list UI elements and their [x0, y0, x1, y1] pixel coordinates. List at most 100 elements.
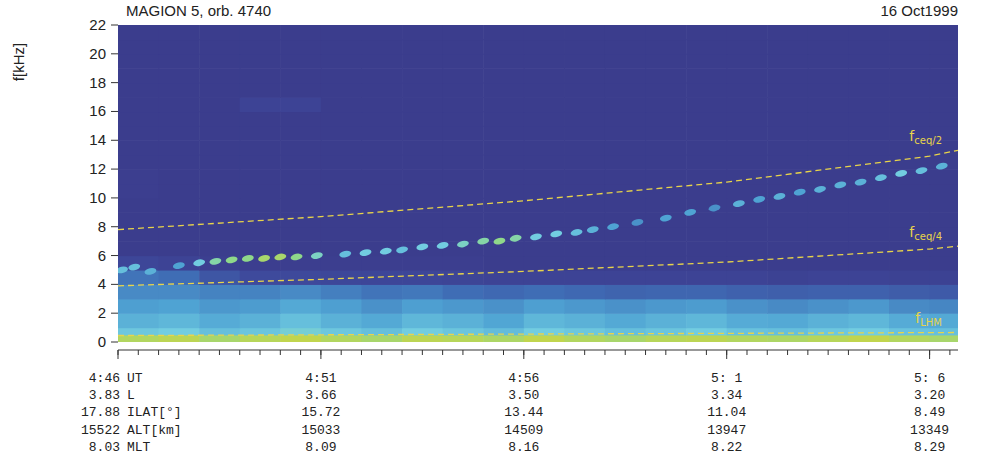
- cell: [402, 270, 443, 285]
- cell: [686, 241, 727, 256]
- cell: [646, 155, 687, 170]
- cell: [727, 25, 768, 40]
- cell: [118, 299, 159, 314]
- cell: [280, 39, 321, 54]
- cell: [524, 241, 565, 256]
- ephemeris-value: 8.09: [305, 440, 336, 455]
- y-tick-label: 14: [89, 131, 106, 148]
- cell: [321, 83, 362, 98]
- cell: [767, 299, 808, 314]
- cell: [930, 68, 958, 83]
- ephemeris-name: MLT: [127, 440, 151, 455]
- frequency-line: [118, 332, 958, 335]
- cell: [199, 184, 240, 199]
- x-minor-tick: [219, 350, 220, 355]
- cell: [118, 284, 159, 299]
- cell: [443, 83, 484, 98]
- cell: [727, 68, 768, 83]
- y-tick: [111, 82, 118, 83]
- cell: [361, 198, 402, 213]
- cell: [443, 126, 484, 141]
- cell: [280, 198, 321, 213]
- cell: [321, 111, 362, 126]
- y-tick-label: 8: [98, 218, 106, 235]
- cell: [524, 68, 565, 83]
- cell: [930, 39, 958, 54]
- cell: [889, 328, 930, 336]
- cell: [443, 39, 484, 54]
- emission-element: [144, 267, 157, 276]
- cell: [361, 227, 402, 242]
- cell: [808, 68, 849, 83]
- ephemeris-value: 14509: [504, 423, 543, 438]
- ephemeris-name: L: [127, 388, 135, 403]
- cell: [321, 54, 362, 69]
- cell: [199, 68, 240, 83]
- cell: [402, 284, 443, 299]
- cell: [199, 111, 240, 126]
- cell: [483, 25, 524, 40]
- x-minor-tick: [422, 350, 423, 355]
- cell: [524, 169, 565, 184]
- cell: [321, 313, 362, 328]
- cell: [524, 256, 565, 271]
- cell: [930, 25, 958, 40]
- y-tick-label: 6: [98, 247, 106, 264]
- emission-element: [550, 230, 563, 239]
- ephemeris-value: 3.34: [711, 388, 742, 403]
- cell: [767, 241, 808, 256]
- cell: [564, 54, 605, 69]
- cell: [848, 140, 889, 155]
- ephemeris-value: 8.22: [711, 440, 742, 455]
- cell: [280, 284, 321, 299]
- cell: [605, 335, 646, 342]
- cell: [686, 299, 727, 314]
- cell: [361, 155, 402, 170]
- cell: [930, 270, 958, 285]
- cell: [321, 299, 362, 314]
- x-minor-tick: [178, 350, 179, 355]
- cell: [118, 169, 159, 184]
- cell: [727, 335, 768, 342]
- cell: [889, 256, 930, 271]
- cell: [605, 155, 646, 170]
- cell: [686, 39, 727, 54]
- line-label: fceq/2: [909, 128, 942, 146]
- cell: [280, 68, 321, 83]
- cell: [646, 39, 687, 54]
- cell: [564, 83, 605, 98]
- cell: [889, 39, 930, 54]
- cell: [767, 198, 808, 213]
- x-major-tick: [726, 350, 727, 359]
- cell: [930, 284, 958, 299]
- emission-element: [225, 255, 238, 264]
- cell: [159, 328, 200, 336]
- cell: [605, 270, 646, 285]
- cell: [930, 54, 958, 69]
- cell: [727, 54, 768, 69]
- x-minor-tick: [645, 350, 646, 355]
- cell: [605, 25, 646, 40]
- cell: [808, 97, 849, 112]
- cell: [321, 155, 362, 170]
- cell: [118, 140, 159, 155]
- cell: [646, 54, 687, 69]
- cell: [199, 39, 240, 54]
- cell: [159, 25, 200, 40]
- cell: [443, 256, 484, 271]
- cell: [727, 313, 768, 328]
- cell: [564, 241, 605, 256]
- y-tick: [111, 169, 118, 170]
- x-minor-tick: [767, 350, 768, 355]
- cell: [402, 198, 443, 213]
- ephemeris-value: 13947: [707, 423, 746, 438]
- cell: [889, 198, 930, 213]
- cell: [646, 299, 687, 314]
- cell: [321, 126, 362, 141]
- cell: [727, 227, 768, 242]
- emission-element: [607, 222, 620, 231]
- cell: [930, 212, 958, 227]
- cell: [686, 335, 727, 342]
- cell: [930, 97, 958, 112]
- cell: [159, 155, 200, 170]
